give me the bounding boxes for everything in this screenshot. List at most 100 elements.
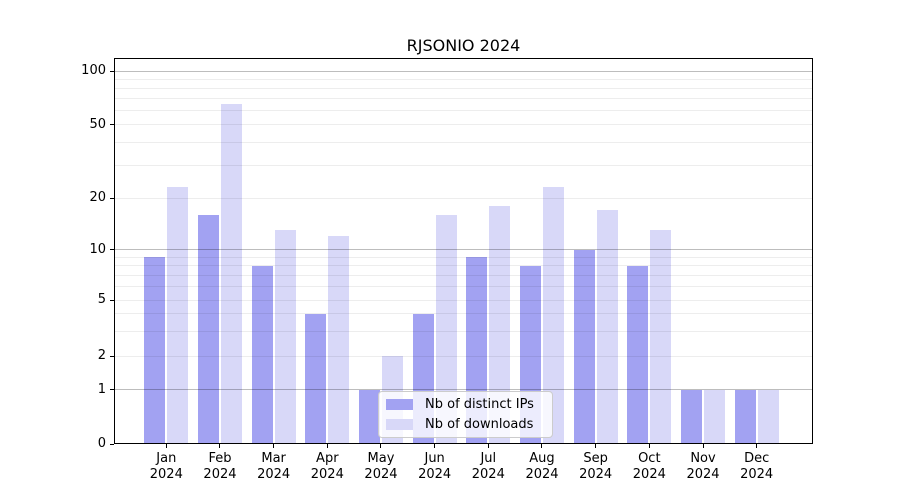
minor-gridline [114, 78, 813, 80]
y-tick-label: 20 [89, 190, 106, 205]
x-tick-year: 2024 [471, 467, 505, 482]
minor-gridline [114, 256, 813, 258]
x-tick-mark [595, 444, 597, 448]
bar-downloads [489, 205, 511, 444]
x-tick-mark [756, 444, 758, 448]
x-tick-month: Feb [208, 451, 232, 466]
legend-label: Nb of downloads [425, 417, 534, 433]
x-tick-label: Jul 2024 [458, 451, 518, 483]
minor-gridline [114, 141, 813, 143]
major-gridline [114, 249, 813, 250]
minor-gridline [114, 98, 813, 100]
x-tick-mark [434, 444, 436, 448]
x-tick-label: Nov 2024 [673, 451, 733, 483]
bar-distinct-ips [627, 265, 649, 444]
minor-gridline [114, 124, 813, 125]
x-tick-label: Dec 2024 [727, 451, 787, 483]
minor-gridline [114, 87, 813, 89]
y-tick-mark [110, 197, 114, 199]
x-tick-year: 2024 [203, 467, 237, 482]
legend-item: Nb of distinct IPs [386, 396, 544, 413]
x-tick-label: Jan 2024 [136, 451, 196, 483]
chart-title: RJSONIO 2024 [406, 36, 521, 55]
x-tick-year: 2024 [525, 467, 559, 482]
bar-downloads [650, 230, 672, 444]
x-tick-month: Sep [583, 451, 608, 466]
bar-distinct-ips [251, 265, 273, 444]
x-tick-month: Jun [424, 451, 445, 466]
x-tick-month: Oct [638, 451, 661, 466]
x-tick-month: May [367, 451, 395, 466]
plot-area [114, 58, 813, 444]
x-tick-year: 2024 [686, 467, 720, 482]
y-tick-label: 0 [97, 436, 106, 451]
x-tick-month: Apr [316, 451, 339, 466]
minor-gridline [114, 265, 813, 267]
minor-gridline [114, 330, 813, 332]
major-gridline [114, 389, 813, 390]
bar-distinct-ips [734, 389, 756, 444]
bar-distinct-ips [305, 313, 327, 444]
x-tick-year: 2024 [310, 467, 344, 482]
minor-gridline [114, 286, 813, 288]
bar-downloads [704, 389, 725, 444]
bar-distinct-ips [144, 257, 166, 444]
x-tick-month: Jul [480, 451, 497, 466]
y-tick-mark [110, 124, 114, 125]
minor-gridline [114, 313, 813, 315]
y-tick-mark [110, 249, 114, 250]
x-tick-label: Apr 2024 [297, 451, 357, 483]
x-tick-label: Feb 2024 [190, 451, 250, 483]
x-tick-label: Aug 2024 [512, 451, 572, 483]
x-tick-mark [702, 444, 704, 448]
x-tick-label: Mar 2024 [244, 451, 304, 483]
minor-gridline [114, 274, 813, 276]
y-tick-label: 10 [89, 241, 106, 257]
x-tick-label: Jun 2024 [405, 451, 465, 483]
bar-distinct-ips [197, 214, 219, 444]
bar-downloads [596, 210, 618, 444]
x-tick-year: 2024 [579, 467, 613, 482]
bar-downloads [274, 230, 296, 444]
bar-downloads [435, 214, 457, 444]
bar-downloads [542, 186, 564, 444]
minor-gridline [114, 164, 813, 166]
x-tick-month: Aug [529, 451, 555, 466]
x-tick-label: Oct 2024 [619, 451, 679, 483]
minor-gridline [114, 109, 813, 111]
x-tick-label: Sep 2024 [566, 451, 626, 483]
x-tick-year: 2024 [418, 467, 452, 482]
x-tick-year: 2024 [149, 467, 183, 482]
legend: Nb of distinct IPs Nb of downloads [378, 391, 553, 438]
x-tick-mark [165, 444, 167, 448]
minor-gridline [114, 299, 813, 301]
bar-distinct-ips [573, 249, 595, 444]
bar-distinct-ips [681, 389, 702, 444]
x-tick-month: Mar [261, 451, 286, 466]
bar-downloads [757, 389, 779, 444]
bar-distinct-ips [358, 389, 380, 444]
x-tick-label: May 2024 [351, 451, 411, 483]
y-tick-mark [110, 299, 114, 301]
x-tick-mark [487, 444, 489, 448]
y-tick-label: 5 [97, 292, 106, 307]
x-tick-mark [380, 444, 382, 448]
y-tick-label: 100 [81, 63, 106, 78]
y-tick-mark [110, 355, 114, 357]
x-tick-year: 2024 [740, 467, 774, 482]
y-tick-label: 1 [97, 381, 106, 397]
y-tick-mark [110, 443, 114, 445]
legend-label: Nb of distinct IPs [425, 396, 534, 412]
y-tick-label: 50 [89, 116, 106, 132]
bar-downloads [220, 104, 242, 444]
x-tick-mark [219, 444, 221, 448]
x-tick-mark [326, 444, 328, 448]
major-gridline [114, 70, 813, 72]
x-tick-month: Jan [156, 451, 177, 466]
y-tick-mark [110, 389, 114, 390]
x-tick-year: 2024 [364, 467, 398, 482]
minor-gridline [114, 355, 813, 357]
x-tick-month: Nov [690, 451, 716, 466]
legend-swatch-icon [386, 398, 413, 410]
